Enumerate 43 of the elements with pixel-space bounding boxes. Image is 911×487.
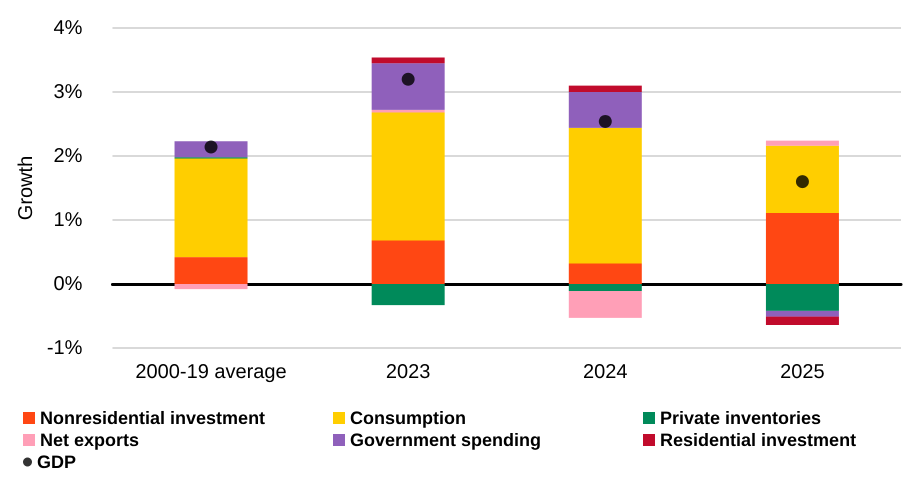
bar <box>372 240 445 284</box>
bar <box>568 284 642 292</box>
bar <box>766 146 839 213</box>
x-tick-label: 2000-19 average <box>135 361 287 383</box>
point <box>796 175 809 188</box>
bar <box>766 284 839 311</box>
y-tick-label: 2% <box>54 145 83 167</box>
bar <box>174 284 248 290</box>
x-tick-label: 2025 <box>780 361 825 383</box>
bar <box>372 57 445 64</box>
point <box>598 114 612 128</box>
legend-label: Private inventories <box>660 408 822 428</box>
y-tick-label: 1% <box>54 209 83 231</box>
bar <box>372 63 445 110</box>
bar <box>766 310 839 317</box>
y-tick-label: 0% <box>54 273 83 295</box>
y-tick-label: 3% <box>54 81 83 103</box>
bar <box>568 128 642 264</box>
bar <box>174 158 248 258</box>
bar <box>568 92 642 128</box>
bar <box>766 140 839 146</box>
bar <box>372 112 445 240</box>
bar <box>174 257 248 284</box>
bar <box>372 110 445 112</box>
point <box>204 140 218 154</box>
legend-label: Consumption <box>350 408 466 428</box>
x-tick-label: 2024 <box>583 361 628 383</box>
y-axis-title: Growth <box>15 156 37 220</box>
legend-label: GDP <box>37 452 76 472</box>
legend-label: Residential investment <box>660 430 856 450</box>
bar <box>568 291 642 318</box>
point <box>402 72 415 86</box>
legend-label: Nonresidential investment <box>40 408 266 428</box>
x-tick-label: 2023 <box>386 361 430 383</box>
bar <box>372 284 445 306</box>
y-tick-label: -1% <box>46 337 83 359</box>
bar <box>568 86 642 92</box>
bar <box>766 316 839 325</box>
bar <box>766 212 839 284</box>
bar <box>568 264 642 284</box>
y-tick-label: 4% <box>54 17 83 39</box>
legend-label: Net exports <box>40 430 140 450</box>
legend-label: Government spending <box>350 430 542 450</box>
